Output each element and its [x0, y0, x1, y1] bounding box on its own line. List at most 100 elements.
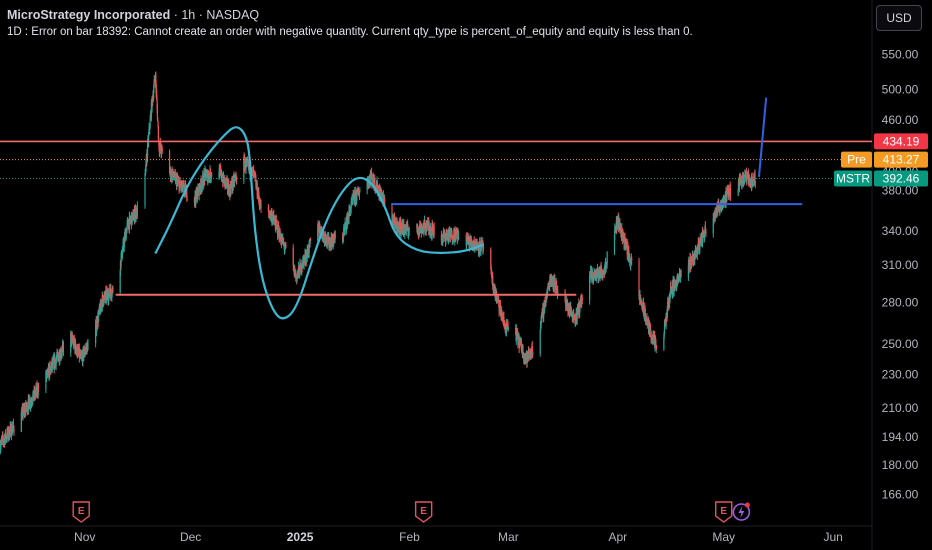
- dividend-marker[interactable]: [732, 502, 751, 521]
- candle-body: [123, 240, 125, 246]
- candle-body: [28, 398, 30, 403]
- candle-body: [408, 227, 410, 231]
- candle-body: [444, 231, 446, 237]
- blue-projection-line: [758, 97, 768, 178]
- candle-body: [358, 191, 361, 195]
- candle-body: [492, 285, 494, 292]
- earnings-marker[interactable]: E: [72, 501, 90, 523]
- candle-body: [581, 298, 583, 305]
- candle-body: [650, 332, 652, 340]
- price-label-value: 392.46: [883, 172, 920, 186]
- candle-body: [754, 181, 756, 184]
- candle-body: [2, 440, 4, 443]
- interval-label[interactable]: 1h: [181, 8, 196, 22]
- candle-body: [54, 360, 56, 366]
- candle-body: [553, 280, 555, 288]
- candle-body: [613, 234, 616, 253]
- candle-body: [401, 223, 403, 234]
- time-tick-label: May: [712, 530, 735, 544]
- candle-body: [367, 179, 369, 186]
- candle-body: [451, 232, 453, 240]
- price-label: 434.19: [874, 133, 928, 150]
- candle-body: [296, 276, 298, 282]
- price-tick-label: 210.00: [882, 401, 919, 415]
- candle-body: [157, 126, 160, 141]
- candle-body: [393, 217, 396, 219]
- candle-body: [304, 253, 306, 262]
- candle-body: [57, 354, 59, 357]
- price-tick-label: 166.00: [882, 487, 919, 501]
- candle-body: [359, 190, 361, 192]
- candle-body: [737, 181, 740, 189]
- candle-body: [400, 221, 402, 234]
- candle-body: [564, 299, 566, 303]
- candle-body: [226, 180, 229, 190]
- candle-body: [532, 353, 534, 355]
- candle-body: [507, 323, 509, 329]
- candle-body: [20, 412, 22, 432]
- candle-body: [521, 347, 523, 354]
- earnings-marker[interactable]: E: [715, 501, 733, 523]
- candle-body: [83, 349, 86, 355]
- candle-body: [331, 234, 334, 241]
- currency-button[interactable]: USD: [876, 5, 922, 31]
- candle-body: [616, 225, 618, 230]
- candle-body: [671, 287, 673, 290]
- earnings-marker[interactable]: E: [414, 501, 433, 523]
- candle-body: [136, 205, 138, 216]
- earnings-marker-label: E: [420, 506, 427, 517]
- candle-body: [30, 401, 32, 405]
- candle-body: [663, 336, 665, 350]
- candle-body: [523, 353, 525, 359]
- time-tick-label: Mar: [498, 530, 519, 544]
- candle-body: [492, 275, 494, 287]
- candle-body: [502, 316, 504, 320]
- candle-body: [55, 360, 57, 367]
- candle-body: [345, 224, 347, 230]
- candle-body: [688, 259, 690, 267]
- earnings-marker-shape: [715, 501, 733, 523]
- candle-body: [704, 232, 706, 236]
- exchange-label: NASDAQ: [206, 8, 260, 22]
- candle-body: [406, 223, 408, 230]
- candle-body: [2, 436, 4, 441]
- candle-body: [153, 90, 155, 98]
- candle-body: [168, 151, 171, 174]
- time-axis: Nov Dec 2025 Feb Mar Apr May Jun: [74, 530, 843, 544]
- candle-body: [529, 355, 531, 358]
- candle-body: [276, 226, 279, 236]
- time-tick-label: Apr: [608, 530, 627, 544]
- candle-body: [280, 239, 283, 244]
- candle-body: [419, 224, 421, 232]
- candle-body: [243, 157, 245, 181]
- candle-body: [321, 232, 324, 240]
- candle-body: [298, 275, 301, 277]
- symbol-title[interactable]: MicroStrategy Incorporated: [7, 8, 171, 22]
- candle-body: [233, 175, 235, 185]
- candle-body: [465, 234, 467, 246]
- candle-body: [300, 263, 302, 273]
- candle-body: [218, 175, 220, 177]
- candle-body: [86, 342, 88, 354]
- candle-body: [56, 352, 58, 358]
- candle-body: [22, 407, 24, 416]
- candle-body: [153, 83, 155, 91]
- candle-body: [121, 257, 123, 260]
- candle-body: [11, 428, 14, 431]
- candle-body: [717, 205, 719, 212]
- time-tick-label: Dec: [180, 530, 201, 544]
- price-label: 413.27 Pre: [841, 151, 928, 168]
- candle-body: [110, 292, 112, 297]
- candle-body: [663, 334, 665, 337]
- candle-body: [740, 177, 742, 183]
- candle-body: [45, 371, 47, 390]
- candle-body: [565, 300, 567, 306]
- candle-body: [161, 148, 163, 152]
- candle-body: [318, 226, 320, 233]
- candle-body: [669, 302, 671, 304]
- candle-body: [227, 183, 230, 193]
- price-tick-label: 380.00: [882, 183, 919, 197]
- candle-body: [676, 285, 678, 289]
- candle-body: [601, 271, 603, 276]
